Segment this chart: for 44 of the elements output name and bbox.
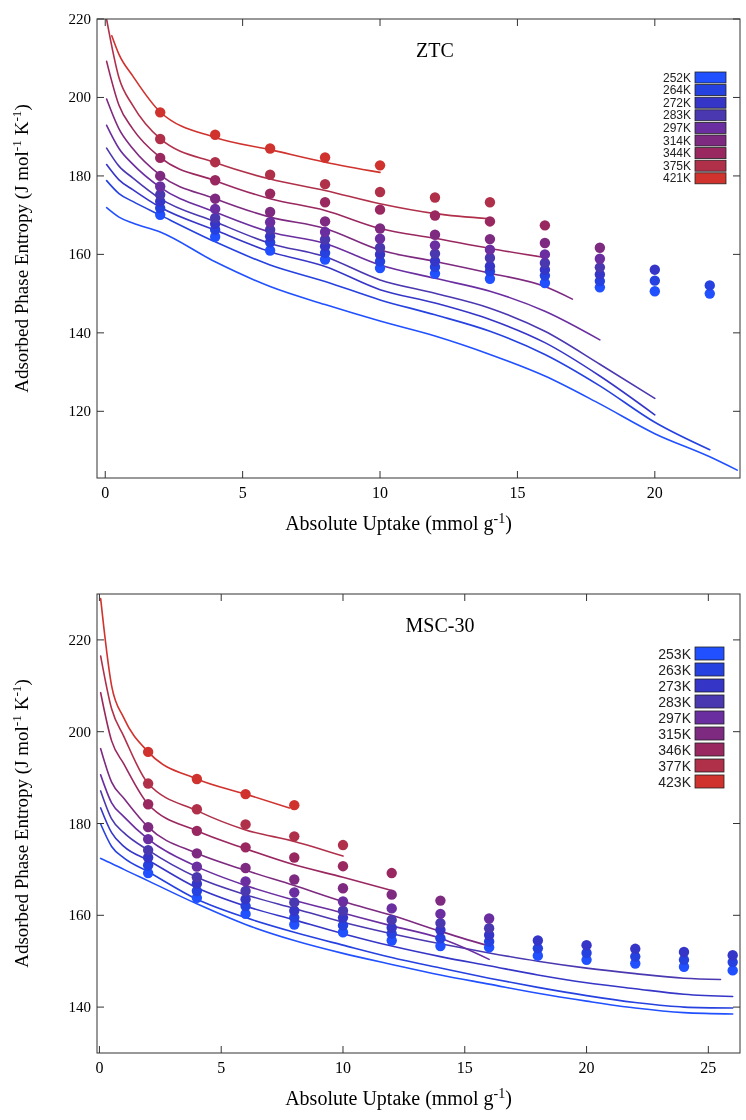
y-tick-label: 200 [68,89,91,106]
x-tick-label: 20 [646,484,663,501]
y-tick-label: 180 [68,815,91,832]
y-tick-label: 180 [68,167,91,184]
legend-label: 377K [658,757,692,774]
x-tick-label: 10 [372,484,389,501]
legend-label: 273K [658,677,692,694]
x-axis-title: Absolute Uptake (mmol g$^{-1}$) [285,510,512,535]
x-tick-label: 5 [238,484,247,501]
legend-label: 315K [658,725,692,742]
x-tick-label: 15 [509,484,526,501]
legend-label: 264K [662,83,691,98]
legend-label: 344K [662,146,691,161]
y-tick-label: 200 [68,723,91,740]
legend-label: 253K [658,645,692,662]
legend-label: 314K [662,133,691,148]
legend-label: 283K [662,108,691,123]
x-tick-label: 5 [217,1059,226,1076]
y-tick-label: 140 [68,999,91,1016]
y-tick-label: 220 [68,631,91,648]
x-tick-label: 15 [456,1059,473,1076]
x-tick-label: 0 [101,484,110,501]
text: MSC-30 [405,614,475,636]
x-tick-label: 0 [95,1059,104,1076]
legend-label: 346K [658,741,692,758]
x-tick-label: 20 [578,1059,595,1076]
text: ZTC [416,39,454,61]
legend-label: 375K [662,158,691,173]
legend-label: 297K [662,120,691,135]
legend-label: 423K [658,773,692,790]
x-tick-label: 25 [700,1059,717,1076]
legend-label: 263K [658,661,692,678]
y-tick-label: 220 [68,11,91,27]
legend-label: 272K [662,95,691,110]
legend-label: 421K [662,171,691,186]
y-tick-label: 160 [68,907,91,924]
y-tick-label: 160 [68,246,91,263]
legend-label: 297K [658,709,692,726]
legend-label: 283K [658,693,692,710]
y-tick-label: 140 [68,324,91,341]
x-axis-title: Absolute Uptake (mmol g$^{-1}$) [285,1085,512,1110]
x-tick-label: 10 [335,1059,351,1076]
legend-label: 252K [662,70,691,85]
y-tick-label: 120 [68,403,91,420]
